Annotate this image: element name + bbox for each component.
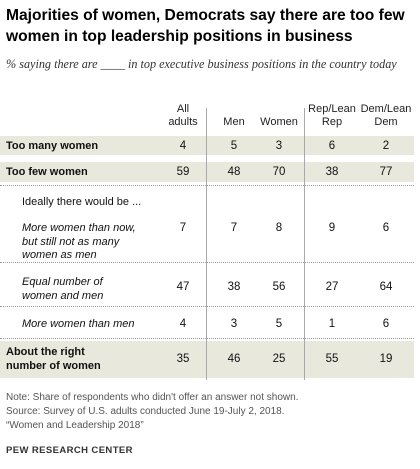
cell: 25 [272, 353, 286, 365]
cell: 35 [176, 353, 190, 365]
cell: 46 [227, 353, 241, 365]
footer-note: Note: Share of respondents who didn't of… [6, 392, 299, 403]
cell: 59 [176, 166, 190, 178]
column-header-dem-lean-dem: Dem/Lean Dem [360, 103, 412, 128]
cell: 48 [227, 166, 241, 178]
column-header-women: Women [260, 116, 298, 128]
cell: 6 [382, 222, 390, 234]
cell: 77 [379, 166, 393, 178]
column-divider [304, 108, 305, 380]
brand-name: PEW RESEARCH CENTER [6, 445, 133, 456]
cell: 6 [328, 140, 336, 152]
chart-subtitle: % saying there are ____ in top executive… [6, 57, 397, 71]
row-label-more-but-not-as-many: More women than now, but still not as ma… [22, 222, 136, 261]
row-separator [0, 306, 414, 307]
cell: 3 [230, 318, 238, 330]
cell: 4 [179, 318, 187, 330]
column-header-all-adults: All adults [168, 103, 198, 128]
footer-source: Source: Survey of U.S. adults conducted … [6, 406, 285, 417]
row-label-ideally: Ideally there would be ... [22, 196, 142, 208]
cell: 38 [227, 281, 241, 293]
row-label-too-many-women: Too many women [6, 140, 99, 152]
row-separator [0, 262, 414, 263]
cell: 38 [325, 166, 339, 178]
chart-title: Majorities of women, Democrats say there… [6, 7, 405, 45]
cell: 7 [230, 222, 238, 234]
row-label-about-right: About the right number of women [6, 346, 101, 372]
column-header-rep-lean-rep: Rep/Lean Rep [308, 103, 356, 128]
cell: 3 [275, 140, 283, 152]
row-label-more-women-than-men: More women than men [22, 318, 135, 330]
row-band-too-many [0, 136, 414, 155]
row-label-equal-number: Equal number of women and men [22, 276, 104, 302]
cell: 2 [382, 140, 390, 152]
column-divider [206, 108, 207, 380]
footer-report: “Women and Leadership 2018” [6, 420, 144, 431]
cell: 19 [379, 353, 393, 365]
row-band-about-right [0, 341, 414, 378]
cell: 4 [179, 140, 187, 152]
cell: 47 [176, 281, 190, 293]
row-separator [0, 185, 414, 186]
cell: 64 [379, 281, 393, 293]
cell: 55 [325, 353, 339, 365]
cell: 56 [272, 281, 286, 293]
row-separator [0, 338, 414, 339]
row-label-too-few-women: Too few women [6, 166, 88, 178]
cell: 7 [179, 222, 187, 234]
cell: 1 [328, 318, 336, 330]
cell: 70 [272, 166, 286, 178]
cell: 8 [275, 222, 283, 234]
cell: 27 [325, 281, 339, 293]
cell: 5 [275, 318, 283, 330]
column-header-men: Men [223, 116, 245, 128]
cell: 9 [328, 222, 336, 234]
row-band-too-few [0, 162, 414, 182]
cell: 5 [230, 140, 238, 152]
cell: 6 [382, 318, 390, 330]
